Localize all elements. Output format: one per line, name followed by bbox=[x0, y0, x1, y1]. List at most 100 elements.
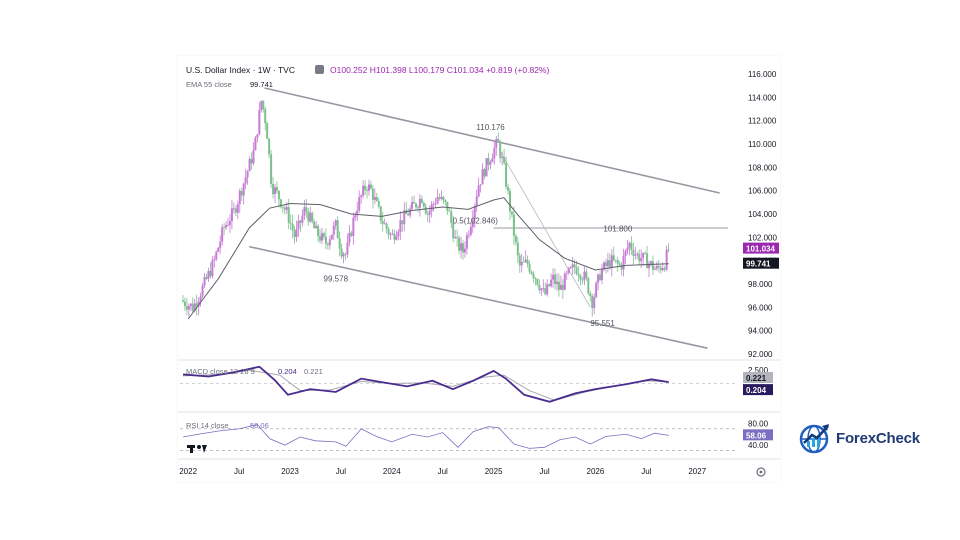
candle[interactable] bbox=[377, 201, 380, 207]
candle[interactable] bbox=[444, 199, 447, 202]
candle[interactable] bbox=[383, 223, 386, 225]
candle[interactable] bbox=[379, 206, 382, 221]
candle[interactable] bbox=[201, 285, 204, 297]
candle[interactable] bbox=[385, 223, 388, 229]
candle[interactable] bbox=[319, 236, 322, 241]
candle[interactable] bbox=[358, 197, 361, 211]
candle[interactable] bbox=[522, 261, 525, 263]
channel-upper-line[interactable] bbox=[264, 87, 720, 194]
candle[interactable] bbox=[403, 210, 406, 225]
candle[interactable] bbox=[589, 293, 592, 297]
candle[interactable] bbox=[264, 109, 267, 124]
candle[interactable] bbox=[279, 199, 282, 207]
candle[interactable] bbox=[626, 247, 629, 251]
rsi-label[interactable]: RSI 14 close bbox=[186, 421, 229, 430]
candle[interactable] bbox=[514, 235, 517, 243]
candle[interactable] bbox=[289, 222, 292, 224]
candle[interactable] bbox=[244, 177, 247, 184]
candle[interactable] bbox=[260, 100, 263, 110]
candle[interactable] bbox=[236, 204, 239, 213]
candle[interactable] bbox=[227, 224, 230, 226]
candle[interactable] bbox=[616, 259, 619, 264]
candle[interactable] bbox=[432, 203, 435, 205]
candle[interactable] bbox=[356, 210, 359, 216]
candle[interactable] bbox=[213, 259, 216, 261]
candle[interactable] bbox=[481, 169, 484, 185]
candle[interactable] bbox=[642, 252, 645, 259]
candle[interactable] bbox=[624, 250, 627, 256]
candle[interactable] bbox=[532, 273, 535, 279]
candle[interactable] bbox=[448, 210, 451, 212]
candle[interactable] bbox=[575, 267, 578, 274]
candle[interactable] bbox=[254, 137, 257, 151]
candle[interactable] bbox=[409, 208, 412, 216]
candle[interactable] bbox=[368, 184, 371, 191]
candle[interactable] bbox=[530, 271, 533, 274]
candle[interactable] bbox=[438, 197, 441, 199]
candle[interactable] bbox=[577, 273, 580, 276]
candle[interactable] bbox=[608, 260, 611, 268]
candle[interactable] bbox=[250, 159, 253, 164]
candle[interactable] bbox=[610, 255, 613, 268]
candle[interactable] bbox=[185, 306, 188, 310]
candle[interactable] bbox=[414, 203, 417, 208]
candle[interactable] bbox=[395, 236, 398, 240]
candle[interactable] bbox=[542, 288, 545, 290]
candle[interactable] bbox=[238, 191, 241, 205]
candle[interactable] bbox=[195, 303, 198, 307]
candle[interactable] bbox=[471, 219, 474, 228]
candle[interactable] bbox=[583, 271, 586, 281]
candle[interactable] bbox=[648, 263, 651, 269]
candle[interactable] bbox=[373, 196, 376, 200]
candle[interactable] bbox=[638, 253, 641, 262]
candle[interactable] bbox=[663, 268, 666, 270]
candle[interactable] bbox=[538, 284, 541, 291]
candle[interactable] bbox=[518, 255, 521, 266]
candle[interactable] bbox=[554, 274, 557, 285]
candle[interactable] bbox=[326, 243, 329, 246]
candle[interactable] bbox=[434, 203, 437, 205]
candle[interactable] bbox=[597, 274, 600, 283]
candle[interactable] bbox=[328, 239, 331, 246]
candle[interactable] bbox=[416, 207, 419, 209]
candle[interactable] bbox=[411, 201, 414, 209]
candle[interactable] bbox=[221, 227, 224, 242]
candle[interactable] bbox=[501, 157, 504, 159]
candle[interactable] bbox=[450, 211, 453, 224]
candle[interactable] bbox=[287, 207, 290, 223]
candle[interactable] bbox=[183, 301, 186, 307]
candle[interactable] bbox=[557, 281, 560, 290]
candle[interactable] bbox=[548, 284, 551, 286]
rsi-line[interactable] bbox=[182, 424, 669, 449]
candle[interactable] bbox=[602, 262, 605, 270]
candle[interactable] bbox=[424, 206, 427, 214]
candle[interactable] bbox=[430, 204, 433, 211]
candle[interactable] bbox=[552, 274, 555, 280]
candle[interactable] bbox=[387, 228, 390, 235]
candle[interactable] bbox=[461, 243, 464, 253]
candle[interactable] bbox=[366, 190, 369, 191]
candle[interactable] bbox=[305, 207, 308, 212]
candle[interactable] bbox=[354, 215, 357, 218]
candle[interactable] bbox=[563, 273, 566, 290]
candle[interactable] bbox=[634, 254, 637, 256]
candle[interactable] bbox=[630, 242, 633, 250]
candle[interactable] bbox=[187, 306, 190, 310]
candle[interactable] bbox=[640, 258, 643, 262]
candle[interactable] bbox=[612, 255, 615, 260]
candle[interactable] bbox=[526, 259, 529, 265]
candle[interactable] bbox=[330, 234, 333, 240]
candle[interactable] bbox=[420, 198, 423, 203]
candle[interactable] bbox=[569, 267, 572, 269]
candle[interactable] bbox=[458, 237, 461, 251]
candle[interactable] bbox=[595, 282, 598, 298]
candle[interactable] bbox=[452, 223, 455, 239]
chart-panel[interactable]: 110.176 101.800 99.578 95.551 0.5(102.846) 1… bbox=[178, 56, 780, 482]
candle[interactable] bbox=[219, 241, 222, 248]
candle[interactable] bbox=[632, 249, 635, 256]
candle[interactable] bbox=[499, 142, 502, 159]
candle[interactable] bbox=[655, 265, 658, 269]
candle[interactable] bbox=[334, 220, 337, 226]
candle[interactable] bbox=[620, 264, 623, 270]
candle[interactable] bbox=[248, 159, 251, 172]
